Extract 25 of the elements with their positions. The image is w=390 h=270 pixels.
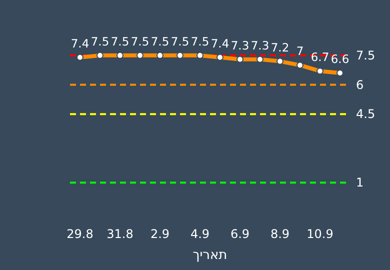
data-label: 7.4 bbox=[210, 36, 230, 50]
x-tick-label: 6.9 bbox=[230, 227, 250, 241]
data-label: 7.4 bbox=[70, 36, 90, 50]
x-tick-label: 4.9 bbox=[190, 227, 210, 241]
data-label: 7.5 bbox=[90, 34, 110, 48]
x-tick-label: 29.8 bbox=[66, 227, 94, 241]
ref-line-label: 4.5 bbox=[356, 107, 376, 122]
data-label: 7.3 bbox=[250, 38, 270, 52]
ref-line-label: 6 bbox=[356, 78, 364, 92]
x-tick-label: 31.8 bbox=[106, 227, 134, 241]
x-tick-label: 10.9 bbox=[306, 227, 334, 241]
x-tick-label: 2.9 bbox=[150, 227, 170, 241]
data-label: 7.5 bbox=[190, 34, 210, 48]
ref-line-label: 1 bbox=[356, 176, 364, 190]
data-label: 7.3 bbox=[230, 38, 250, 52]
data-label: 7.2 bbox=[270, 40, 290, 54]
data-label: 7.5 bbox=[110, 34, 130, 48]
x-axis-title: תאריך bbox=[192, 248, 228, 263]
data-label: 7.5 bbox=[170, 34, 190, 48]
data-label: 7.5 bbox=[150, 34, 170, 48]
data-label: 7.5 bbox=[130, 34, 150, 48]
data-label: 6.6 bbox=[330, 52, 350, 66]
ref-line-label: 7.5 bbox=[356, 48, 376, 62]
data-label: 7 bbox=[296, 44, 304, 58]
x-tick-label: 8.9 bbox=[270, 227, 290, 241]
